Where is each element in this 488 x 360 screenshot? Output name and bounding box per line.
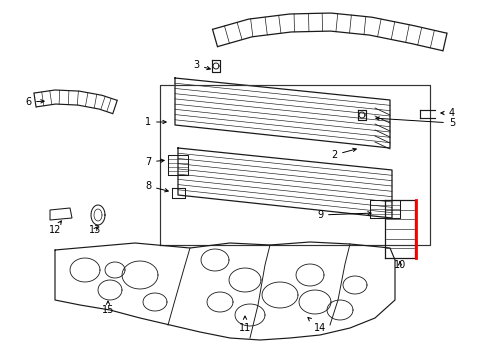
Text: 6: 6 — [25, 97, 44, 107]
Text: 13: 13 — [89, 225, 101, 235]
Text: 7: 7 — [144, 157, 164, 167]
Text: 11: 11 — [238, 316, 251, 333]
Text: 12: 12 — [49, 221, 61, 235]
Text: 10: 10 — [393, 260, 406, 270]
Text: 4: 4 — [440, 108, 454, 118]
Text: 5: 5 — [375, 117, 454, 128]
Text: 1: 1 — [144, 117, 166, 127]
Text: 8: 8 — [144, 181, 168, 192]
Text: 3: 3 — [193, 60, 210, 70]
Text: 14: 14 — [307, 318, 325, 333]
Text: 15: 15 — [102, 301, 114, 315]
Text: 9: 9 — [316, 210, 370, 220]
Text: 2: 2 — [330, 148, 356, 160]
